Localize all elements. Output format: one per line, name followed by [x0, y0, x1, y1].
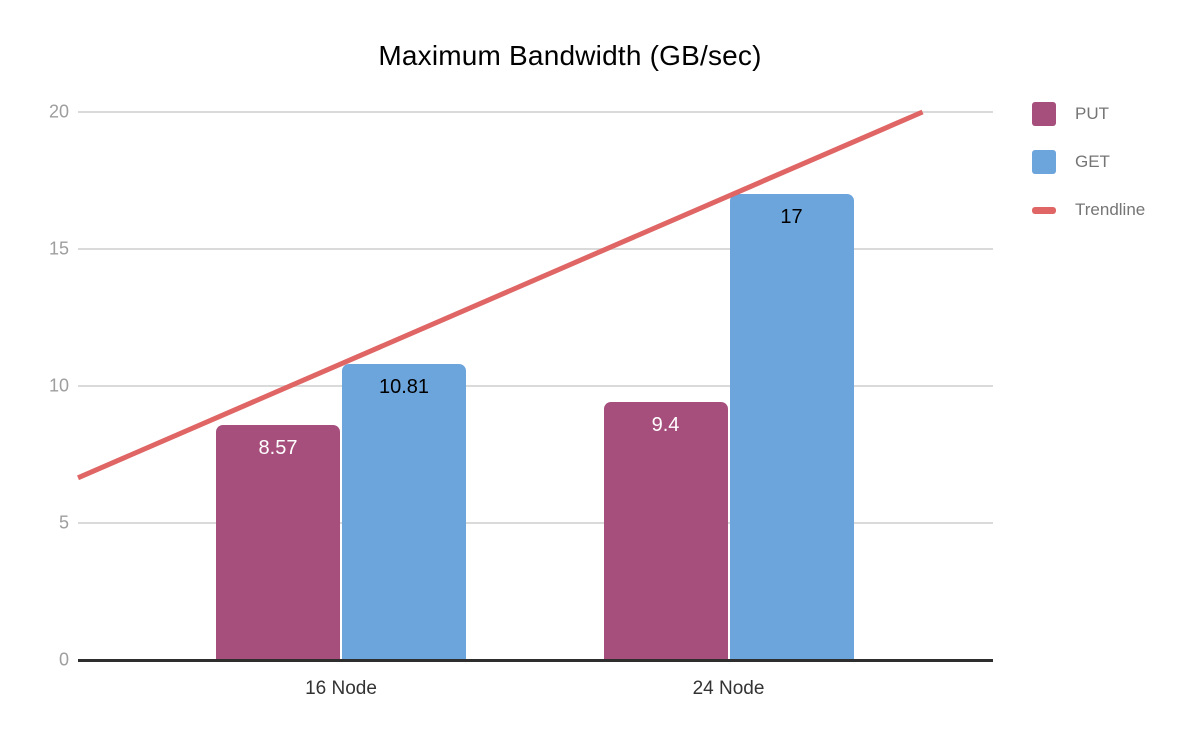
- bar-get-16-node[interactable]: [342, 363, 466, 660]
- plot-area: 0 5 10 15 20 8.57 9.4 10.81 17 16 Node 24 Node: [49, 103, 993, 699]
- bar-put-16-node[interactable]: [216, 425, 340, 660]
- bar-value-label: 17: [780, 206, 803, 229]
- legend-item-get[interactable]: GET: [1032, 150, 1145, 174]
- y-axis-tick-label: 0: [58, 649, 69, 670]
- x-axis-baseline: [78, 658, 993, 662]
- legend-swatch-trendline-icon: [1032, 206, 1056, 214]
- bar-get-24-node[interactable]: [729, 194, 854, 660]
- bar-value-label: 10.81: [378, 375, 430, 398]
- bar-value-label: 9.4: [651, 414, 680, 437]
- legend-swatch-get-icon: [1032, 150, 1056, 174]
- chart-title: Maximum Bandwidth (GB/sec): [378, 40, 762, 71]
- bar-value-label: 8.57: [258, 437, 298, 460]
- gridline: [78, 522, 993, 524]
- legend-item-put[interactable]: PUT: [1032, 102, 1145, 126]
- chart-legend: PUT GET Trendline: [1032, 102, 1145, 246]
- y-axis-tick-label: 15: [48, 238, 69, 259]
- bar-put-24-node[interactable]: [603, 402, 728, 660]
- legend-swatch-put-icon: [1032, 102, 1056, 126]
- gridline: [78, 385, 993, 387]
- legend-label: PUT: [1075, 104, 1109, 123]
- gridline: [78, 111, 993, 113]
- y-axis-tick-label: 5: [58, 512, 69, 533]
- y-axis-tick-label: 10: [48, 375, 69, 396]
- trendline-layer: [77, 109, 924, 481]
- trendline[interactable]: [77, 109, 924, 481]
- legend-label: Trendline: [1075, 200, 1146, 219]
- x-axis-label-24-node: 24 Node: [692, 678, 765, 699]
- gridline: [78, 248, 993, 250]
- legend-label: GET: [1075, 152, 1110, 171]
- x-axis-label-16-node: 16 Node: [305, 678, 377, 699]
- legend-item-trendline[interactable]: Trendline: [1032, 198, 1145, 222]
- y-axis-tick-label: 20: [48, 101, 69, 122]
